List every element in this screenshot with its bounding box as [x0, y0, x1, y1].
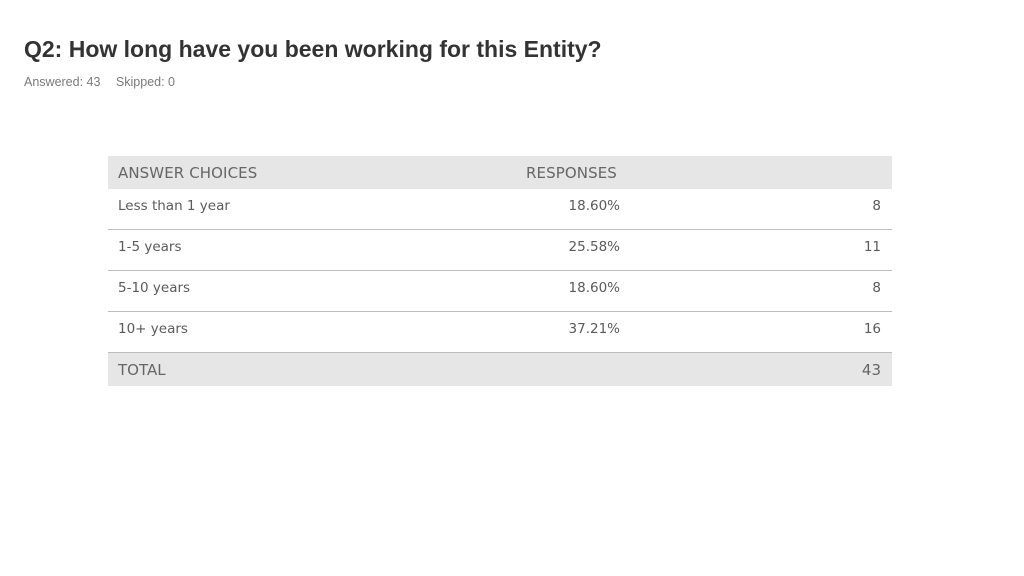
answer-choice: Less than 1 year — [118, 198, 230, 214]
answer-choice: 5-10 years — [118, 280, 191, 296]
total-label: TOTAL — [118, 361, 166, 379]
answer-choice: 1-5 years — [118, 239, 182, 255]
table-header-row: ANSWER CHOICES RESPONSES — [108, 156, 892, 189]
response-count: 8 — [872, 280, 881, 296]
question-title: Q2: How long have you been working for t… — [24, 36, 602, 62]
response-percent: 37.21% — [568, 321, 620, 337]
results-table: ANSWER CHOICES RESPONSES Less than 1 yea… — [108, 156, 892, 386]
response-percent: 25.58% — [568, 239, 620, 255]
table-row: 10+ years 37.21% 16 — [108, 312, 892, 353]
response-percent: 18.60% — [568, 280, 620, 296]
response-percent: 18.60% — [568, 198, 620, 214]
response-count: 8 — [872, 198, 881, 214]
answer-choice: 10+ years — [118, 321, 188, 337]
table-row: Less than 1 year 18.60% 8 — [108, 189, 892, 230]
response-count: 16 — [863, 321, 881, 337]
response-count: 11 — [863, 239, 881, 255]
table-row: 1-5 years 25.58% 11 — [108, 230, 892, 271]
header-answer-choices: ANSWER CHOICES — [118, 164, 258, 182]
skipped-count: Skipped: 0 — [115, 75, 175, 89]
total-count: 43 — [861, 361, 881, 379]
answered-count: Answered: 43 — [24, 75, 101, 89]
header-responses: RESPONSES — [526, 164, 617, 182]
table-row: 5-10 years 18.60% 8 — [108, 271, 892, 312]
table-total-row: TOTAL 43 — [108, 353, 892, 386]
response-summary: Answered: 43 Skipped: 0 — [24, 75, 175, 89]
